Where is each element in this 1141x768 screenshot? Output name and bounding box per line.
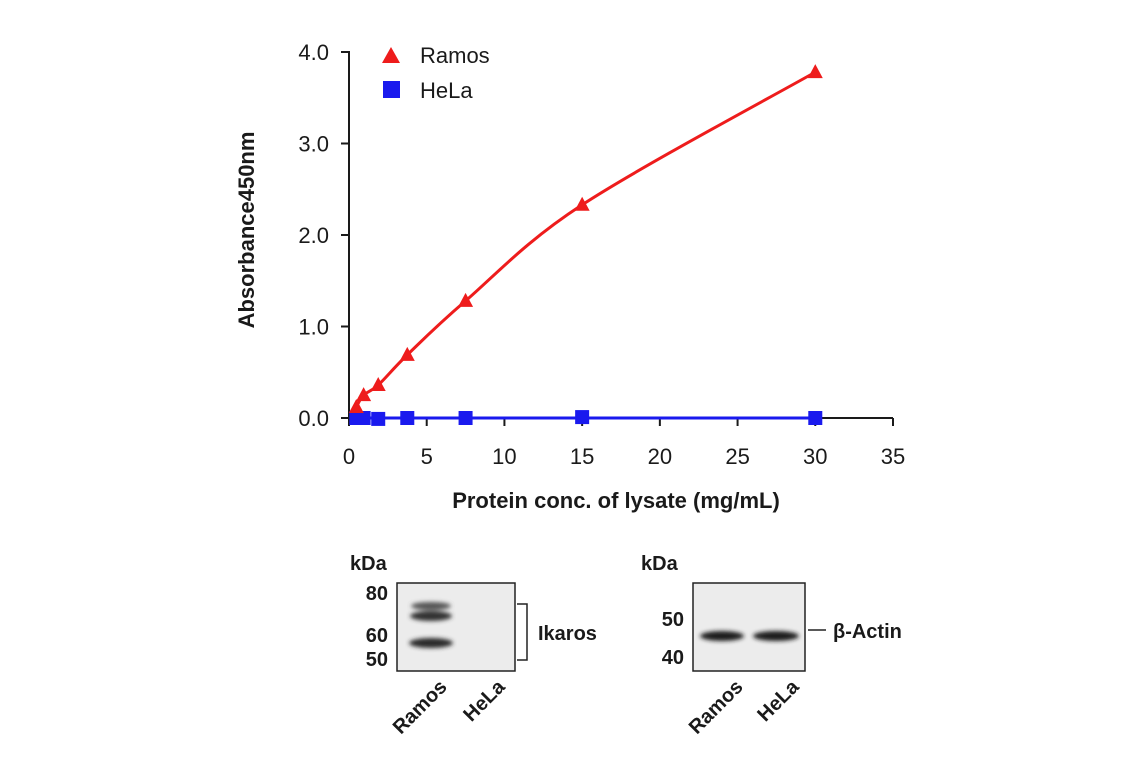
actin-band-hela	[753, 631, 799, 641]
ramos-point	[370, 377, 386, 392]
ikaros-lane-hela: HeLa	[459, 675, 510, 726]
x-tick-label: 0	[343, 444, 355, 469]
data-points	[348, 64, 823, 426]
plot-axes: 0 5 10 15 20 25 30 35 0.0 1.0 2.0 3.0 4.0	[298, 40, 905, 469]
ramos-point	[399, 346, 415, 361]
ikaros-kda-label: kDa	[350, 553, 388, 575]
ikaros-bands	[409, 602, 453, 648]
y-tick-label: 1.0	[298, 315, 329, 340]
x-tick-label: 25	[725, 444, 749, 469]
ramos-point	[348, 399, 364, 414]
ikaros-band-label: Ikaros	[538, 623, 597, 645]
ikaros-marker-60: 60	[366, 625, 388, 647]
actin-lane-ramos: Ramos	[685, 676, 748, 739]
ikaros-band-middle	[410, 611, 452, 621]
legend: Ramos HeLa	[382, 43, 490, 103]
ikaros-band-lower	[409, 638, 453, 648]
legend-marker-hela	[383, 81, 400, 98]
y-tick-label: 4.0	[298, 40, 329, 65]
actin-band-ramos	[700, 631, 744, 641]
ikaros-membrane	[396, 582, 516, 672]
actin-bands	[700, 631, 799, 641]
legend-label-ramos: Ramos	[420, 43, 490, 68]
ramos-point	[356, 387, 372, 402]
fit-curves	[354, 70, 817, 420]
legend-label-hela: HeLa	[420, 78, 473, 103]
hela-point	[371, 411, 386, 426]
ikaros-bracket	[517, 603, 528, 661]
actin-marker-50: 50	[662, 609, 684, 631]
ikaros-marker-80: 80	[366, 583, 388, 605]
ramos-fit-curve	[354, 70, 817, 408]
x-tick-label: 10	[492, 444, 516, 469]
actin-marker-40: 40	[662, 647, 684, 669]
x-tick-label: 5	[421, 444, 433, 469]
ikaros-lane-ramos: Ramos	[389, 676, 452, 739]
x-tick-label: 15	[570, 444, 594, 469]
y-axis-title: Absorbance450nm	[234, 132, 259, 329]
ikaros-band-upper	[411, 602, 451, 610]
ramos-point	[807, 64, 823, 79]
hela-point	[808, 411, 823, 425]
x-axis-title: Protein conc. of lysate (mg/mL)	[452, 488, 780, 513]
y-tick-label: 0.0	[298, 406, 329, 431]
y-tick-label: 3.0	[298, 132, 329, 157]
ramos-point	[574, 196, 590, 211]
actin-lane-hela: HeLa	[753, 675, 804, 726]
actin-membrane	[692, 582, 806, 672]
actin-kda-label: kDa	[641, 553, 679, 575]
hela-point	[575, 410, 590, 425]
x-tick-label: 35	[881, 444, 905, 469]
actin-blot: kDa 50 40 β-Actin Ramos HeLa	[641, 553, 902, 739]
hela-point	[400, 411, 415, 425]
hela-point	[458, 411, 473, 425]
hela-point	[356, 411, 371, 425]
ikaros-marker-50: 50	[366, 649, 388, 671]
x-tick-label: 30	[803, 444, 827, 469]
actin-band-label: β-Actin	[833, 621, 902, 643]
legend-marker-ramos	[382, 47, 400, 63]
ramos-point	[458, 292, 474, 307]
x-tick-label: 20	[648, 444, 672, 469]
y-tick-label: 2.0	[298, 223, 329, 248]
ikaros-blot: kDa 80 60 50 Ikaros Ramos HeLa	[350, 553, 597, 739]
